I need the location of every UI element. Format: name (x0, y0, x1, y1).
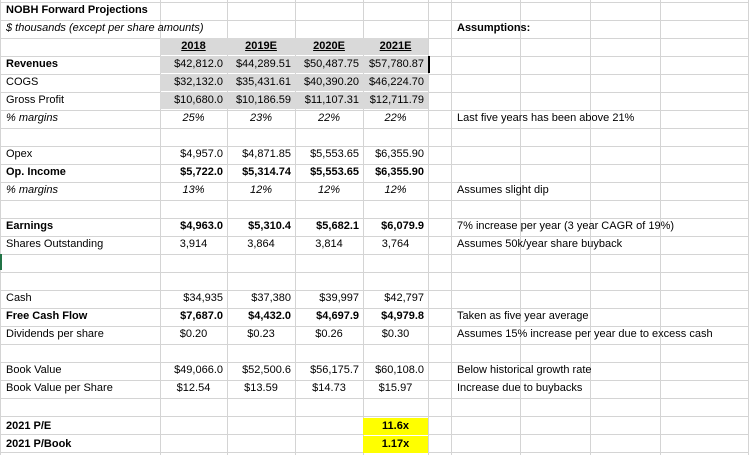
cell-dividends-2020e[interactable]: $0.26 (315, 328, 343, 340)
cell-opex-2021e[interactable]: $6,355.90 (375, 148, 424, 160)
cell-cogs-2020e[interactable]: $40,390.20 (295, 74, 363, 91)
sheet-subtitle[interactable]: $ thousands (except per share amounts) (6, 22, 204, 34)
cell-op-margin-2018[interactable]: 13% (182, 184, 205, 196)
label-gross-profit[interactable]: Gross Profit (6, 94, 65, 106)
cell-book-value-2019e[interactable]: $52,500.6 (242, 364, 291, 376)
cell-fcf-2020e[interactable]: $4,697.9 (316, 310, 359, 322)
cell-cash-2020e[interactable]: $39,997 (319, 292, 359, 304)
note-bvps[interactable]: Increase due to buybacks (457, 382, 583, 394)
cell-gross-margin-2019e[interactable]: 23% (249, 112, 273, 124)
cell-cogs-2019e[interactable]: $35,431.61 (227, 74, 295, 91)
cell-earnings-2020e[interactable]: $5,682.1 (316, 220, 359, 232)
year-header-2021e[interactable]: 2021E (363, 38, 428, 55)
assumptions-header[interactable]: Assumptions: (457, 22, 531, 34)
cell-dividends-2021e[interactable]: $0.30 (381, 328, 410, 340)
cell-bvps-2019e[interactable]: $13.59 (244, 382, 278, 394)
cell-revenues-2021e-selected[interactable]: $57,780.87 (363, 56, 430, 73)
cell-cash-2021e[interactable]: $42,797 (384, 292, 424, 304)
cell-pe-2021-highlighted[interactable]: 11.6x (363, 418, 428, 435)
cell-op-income-2020e[interactable]: $5,553.65 (310, 166, 359, 178)
cell-gross-margin-2020e[interactable]: 22% (317, 112, 341, 124)
label-cash[interactable]: Cash (6, 292, 32, 304)
label-shares-outstanding[interactable]: Shares Outstanding (6, 238, 104, 250)
cell-gross-profit-2019e[interactable]: $10,186.59 (227, 92, 295, 109)
note-shares[interactable]: Assumes 50k/year share buyback (457, 238, 623, 250)
cell-shares-2020e[interactable]: 3,814 (315, 238, 343, 250)
cell-revenues-2019e[interactable]: $44,289.51 (227, 56, 295, 73)
cell-dividends-2018[interactable]: $0.20 (179, 328, 208, 340)
cell-op-margin-2019e[interactable]: 12% (249, 184, 273, 196)
label-free-cash-flow[interactable]: Free Cash Flow (6, 310, 88, 322)
row-selection-marker (0, 254, 2, 270)
label-bvps[interactable]: Book Value per Share (6, 382, 113, 394)
cell-opex-2020e[interactable]: $5,553.65 (310, 148, 359, 160)
cell-opex-2018[interactable]: $4,957.0 (180, 148, 223, 160)
cell-cash-2018[interactable]: $34,935 (183, 292, 223, 304)
label-dividends[interactable]: Dividends per share (6, 328, 104, 340)
cell-revenues-2018[interactable]: $42,812.0 (160, 56, 227, 73)
cell-op-income-2019e[interactable]: $5,314.74 (242, 166, 291, 178)
cell-gross-margin-2018[interactable]: 25% (182, 112, 205, 124)
cell-shares-2021e[interactable]: 3,764 (381, 238, 410, 250)
cell-op-income-2018[interactable]: $5,722.0 (180, 166, 223, 178)
cell-cash-2019e[interactable]: $37,380 (251, 292, 291, 304)
cell-gross-profit-2018[interactable]: $10,680.0 (160, 92, 227, 109)
label-book-value[interactable]: Book Value (6, 364, 62, 376)
year-header-2020e[interactable]: 2020E (295, 38, 363, 55)
cell-op-margin-2020e[interactable]: 12% (317, 184, 341, 196)
label-gross-margin[interactable]: % margins (6, 112, 58, 124)
cell-cogs-2018[interactable]: $32,132.0 (160, 74, 227, 91)
cell-pbook-2021-highlighted[interactable]: 1.17x (363, 436, 428, 453)
cell-bvps-2021e[interactable]: $15.97 (378, 382, 413, 394)
cell-book-value-2018[interactable]: $49,066.0 (174, 364, 223, 376)
note-op-margin[interactable]: Assumes slight dip (457, 184, 549, 196)
note-earnings[interactable]: 7% increase per year (3 year CAGR of 19%… (457, 220, 675, 232)
cell-opex-2019e[interactable]: $4,871.85 (242, 148, 291, 160)
cell-fcf-2021e[interactable]: $4,979.8 (381, 310, 424, 322)
cell-gross-margin-2021e[interactable]: 22% (384, 112, 407, 124)
cell-book-value-2020e[interactable]: $56,175.7 (310, 364, 359, 376)
label-op-margin[interactable]: % margins (6, 184, 58, 196)
cell-fcf-2019e[interactable]: $4,432.0 (248, 310, 291, 322)
cell-bvps-2018[interactable]: $12.54 (176, 382, 211, 394)
cell-dividends-2019e[interactable]: $0.23 (247, 328, 275, 340)
label-cogs[interactable]: COGS (6, 76, 39, 88)
cell-revenues-2020e[interactable]: $50,487.75 (295, 56, 363, 73)
note-fcf[interactable]: Taken as five year average (457, 310, 589, 322)
cell-gross-profit-2020e[interactable]: $11,107.31 (295, 92, 363, 109)
sheet-title[interactable]: NOBH Forward Projections (6, 4, 148, 16)
cell-bvps-2020e[interactable]: $14.73 (312, 382, 346, 394)
cell-earnings-2021e[interactable]: $6,079.9 (381, 220, 424, 232)
label-earnings[interactable]: Earnings (6, 220, 54, 232)
cell-op-income-2021e[interactable]: $6,355.90 (375, 166, 424, 178)
label-op-income[interactable]: Op. Income (6, 166, 66, 178)
note-gross-margin[interactable]: Last five years has been above 21% (457, 112, 635, 124)
note-book-value[interactable]: Below historical growth rate (457, 364, 592, 376)
label-revenues[interactable]: Revenues (6, 58, 58, 70)
cell-fcf-2018[interactable]: $7,687.0 (180, 310, 223, 322)
label-opex[interactable]: Opex (6, 148, 33, 160)
label-pe-2021[interactable]: 2021 P/E (6, 420, 52, 432)
cell-earnings-2018[interactable]: $4,963.0 (180, 220, 223, 232)
cell-shares-2018[interactable]: 3,914 (179, 238, 208, 250)
cell-earnings-2019e[interactable]: $5,310.4 (248, 220, 291, 232)
label-pbook-2021[interactable]: 2021 P/Book (6, 438, 72, 450)
year-header-2018[interactable]: 2018 (160, 38, 227, 55)
cell-book-value-2021e[interactable]: $60,108.0 (375, 364, 424, 376)
cell-gross-profit-2021e[interactable]: $12,711.79 (363, 92, 428, 109)
cell-cogs-2021e[interactable]: $46,224.70 (363, 74, 428, 91)
cell-op-margin-2021e[interactable]: 12% (384, 184, 407, 196)
note-dividends[interactable]: Assumes 15% increase per year due to exc… (457, 328, 713, 340)
cell-shares-2019e[interactable]: 3,864 (247, 238, 275, 250)
year-header-2019e[interactable]: 2019E (227, 38, 295, 55)
